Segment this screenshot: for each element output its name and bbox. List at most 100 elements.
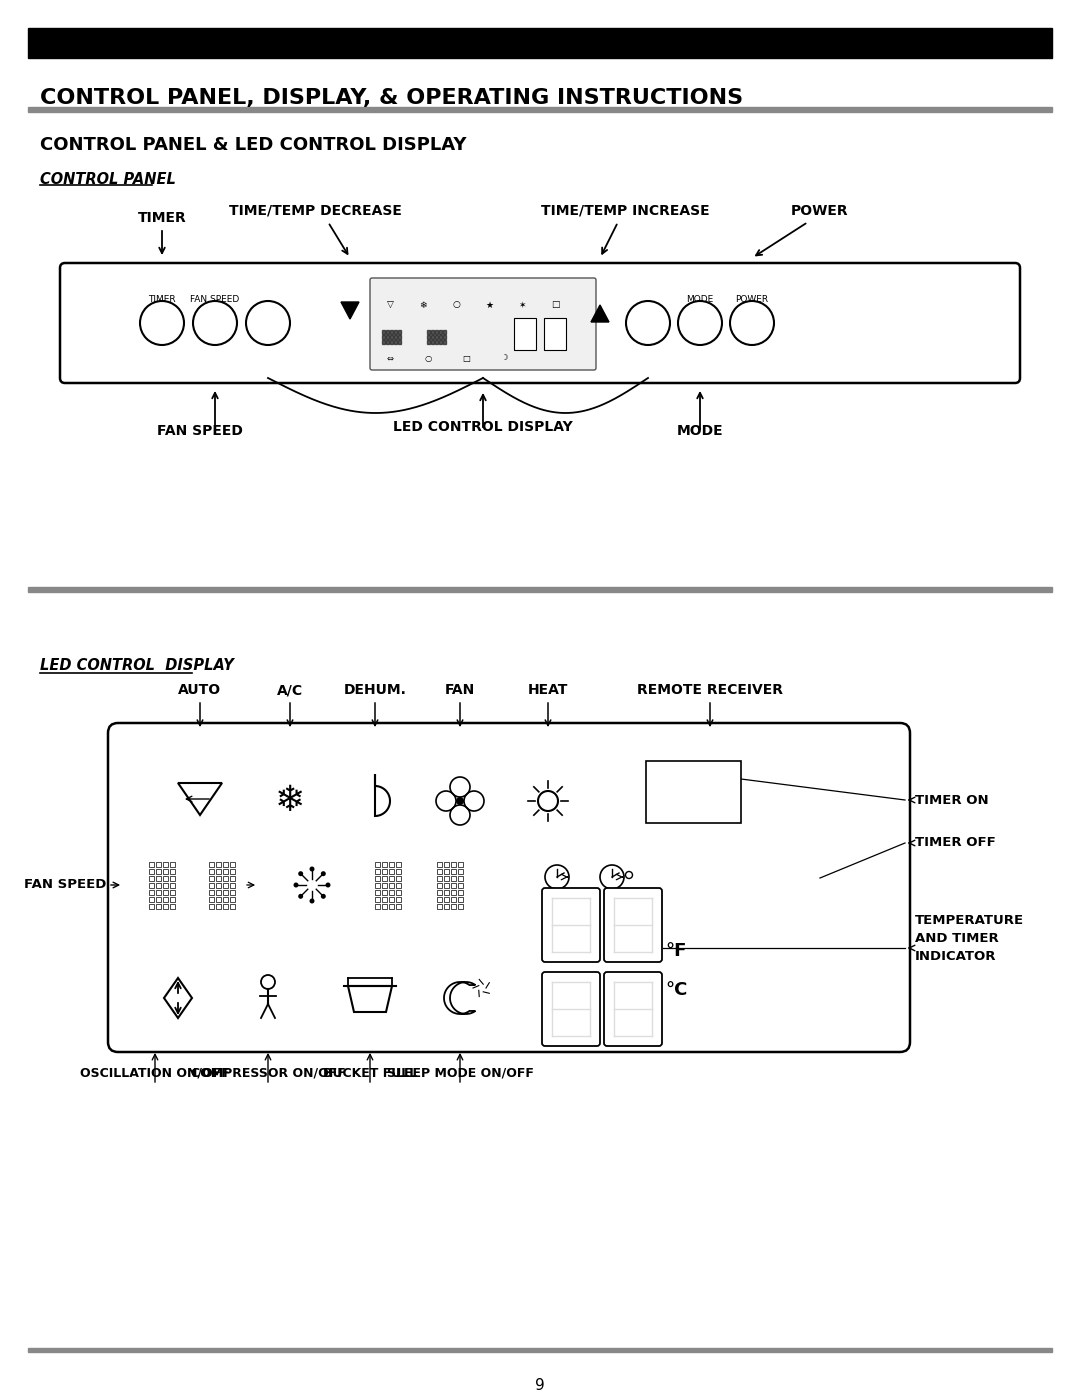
Bar bbox=[149, 890, 154, 894]
Bar bbox=[390, 339, 393, 344]
Bar bbox=[382, 330, 384, 334]
Text: A/C: A/C bbox=[276, 683, 303, 697]
Circle shape bbox=[325, 883, 330, 887]
Bar bbox=[156, 862, 161, 866]
Bar bbox=[210, 897, 214, 901]
Bar bbox=[451, 904, 456, 908]
FancyBboxPatch shape bbox=[108, 724, 910, 1052]
Bar bbox=[210, 883, 214, 887]
Text: CONTROL PANEL & LED CONTROL DISPLAY: CONTROL PANEL & LED CONTROL DISPLAY bbox=[40, 136, 467, 154]
Text: °F: °F bbox=[665, 942, 687, 960]
Bar bbox=[396, 876, 401, 880]
Bar bbox=[222, 862, 228, 866]
Bar bbox=[216, 883, 221, 887]
Bar bbox=[156, 904, 161, 908]
Text: TIMER OFF: TIMER OFF bbox=[915, 837, 996, 849]
Bar bbox=[437, 897, 442, 901]
Text: °C: °C bbox=[665, 981, 687, 999]
Text: SLEEP MODE ON/OFF: SLEEP MODE ON/OFF bbox=[387, 1067, 534, 1080]
Bar bbox=[451, 890, 456, 894]
Circle shape bbox=[626, 300, 670, 345]
Bar bbox=[163, 883, 168, 887]
FancyBboxPatch shape bbox=[604, 888, 662, 963]
Bar bbox=[156, 897, 161, 901]
Bar bbox=[382, 339, 384, 344]
Text: DEHUM.: DEHUM. bbox=[343, 683, 406, 697]
Text: POWER: POWER bbox=[792, 204, 849, 218]
Bar bbox=[438, 339, 442, 344]
Bar bbox=[230, 869, 235, 873]
Bar bbox=[451, 876, 456, 880]
Text: FAN SPEED: FAN SPEED bbox=[157, 425, 243, 439]
Text: 9: 9 bbox=[535, 1377, 545, 1393]
Bar bbox=[222, 897, 228, 901]
Bar bbox=[443, 339, 446, 344]
Text: POWER: POWER bbox=[735, 295, 769, 305]
Bar bbox=[375, 869, 380, 873]
Bar bbox=[389, 904, 394, 908]
Bar bbox=[149, 904, 154, 908]
Text: LED CONTROL  DISPLAY: LED CONTROL DISPLAY bbox=[40, 658, 234, 673]
Bar bbox=[431, 330, 434, 334]
Bar bbox=[163, 869, 168, 873]
Bar bbox=[156, 883, 161, 887]
Bar bbox=[222, 883, 228, 887]
Text: AUTO: AUTO bbox=[178, 683, 221, 697]
FancyBboxPatch shape bbox=[370, 278, 596, 370]
Bar bbox=[28, 108, 1052, 112]
Bar bbox=[544, 319, 566, 351]
Circle shape bbox=[678, 300, 723, 345]
Text: CONTROL PANEL: CONTROL PANEL bbox=[40, 172, 176, 187]
Bar bbox=[394, 335, 397, 339]
Bar bbox=[375, 883, 380, 887]
Text: TIMER ON: TIMER ON bbox=[915, 793, 988, 806]
Bar bbox=[170, 897, 175, 901]
Bar bbox=[437, 890, 442, 894]
Bar bbox=[451, 883, 456, 887]
Text: COMPRESSOR ON/OFF: COMPRESSOR ON/OFF bbox=[191, 1067, 346, 1080]
Bar bbox=[435, 339, 438, 344]
Bar bbox=[396, 862, 401, 866]
Bar bbox=[210, 876, 214, 880]
Bar bbox=[437, 883, 442, 887]
Bar bbox=[389, 890, 394, 894]
Text: FAN SPEED: FAN SPEED bbox=[190, 295, 240, 305]
Bar bbox=[382, 890, 387, 894]
Bar bbox=[386, 330, 389, 334]
Bar bbox=[396, 883, 401, 887]
Bar bbox=[399, 330, 401, 334]
Text: TIME/TEMP INCREASE: TIME/TEMP INCREASE bbox=[541, 204, 710, 218]
Bar bbox=[28, 587, 1052, 592]
Text: ❄: ❄ bbox=[275, 784, 306, 819]
Text: HEAT: HEAT bbox=[528, 683, 568, 697]
Bar bbox=[394, 330, 397, 334]
Bar bbox=[390, 335, 393, 339]
Bar bbox=[28, 1348, 1052, 1352]
Bar bbox=[444, 904, 449, 908]
Bar bbox=[163, 890, 168, 894]
Bar bbox=[389, 876, 394, 880]
Text: FAN: FAN bbox=[445, 683, 475, 697]
Bar bbox=[458, 890, 463, 894]
Bar bbox=[386, 335, 389, 339]
Text: TIMER: TIMER bbox=[137, 211, 187, 225]
Bar bbox=[444, 890, 449, 894]
Circle shape bbox=[730, 300, 774, 345]
Bar bbox=[375, 862, 380, 866]
Bar bbox=[222, 904, 228, 908]
Bar bbox=[389, 897, 394, 901]
Bar bbox=[646, 761, 741, 823]
Bar bbox=[437, 904, 442, 908]
Bar bbox=[427, 330, 430, 334]
Bar bbox=[443, 330, 446, 334]
Bar bbox=[375, 890, 380, 894]
Circle shape bbox=[140, 300, 184, 345]
Bar bbox=[437, 876, 442, 880]
Bar bbox=[514, 319, 536, 351]
FancyBboxPatch shape bbox=[542, 888, 600, 963]
Bar bbox=[216, 869, 221, 873]
Bar bbox=[163, 862, 168, 866]
Bar bbox=[149, 876, 154, 880]
Bar bbox=[382, 883, 387, 887]
Circle shape bbox=[310, 866, 314, 872]
